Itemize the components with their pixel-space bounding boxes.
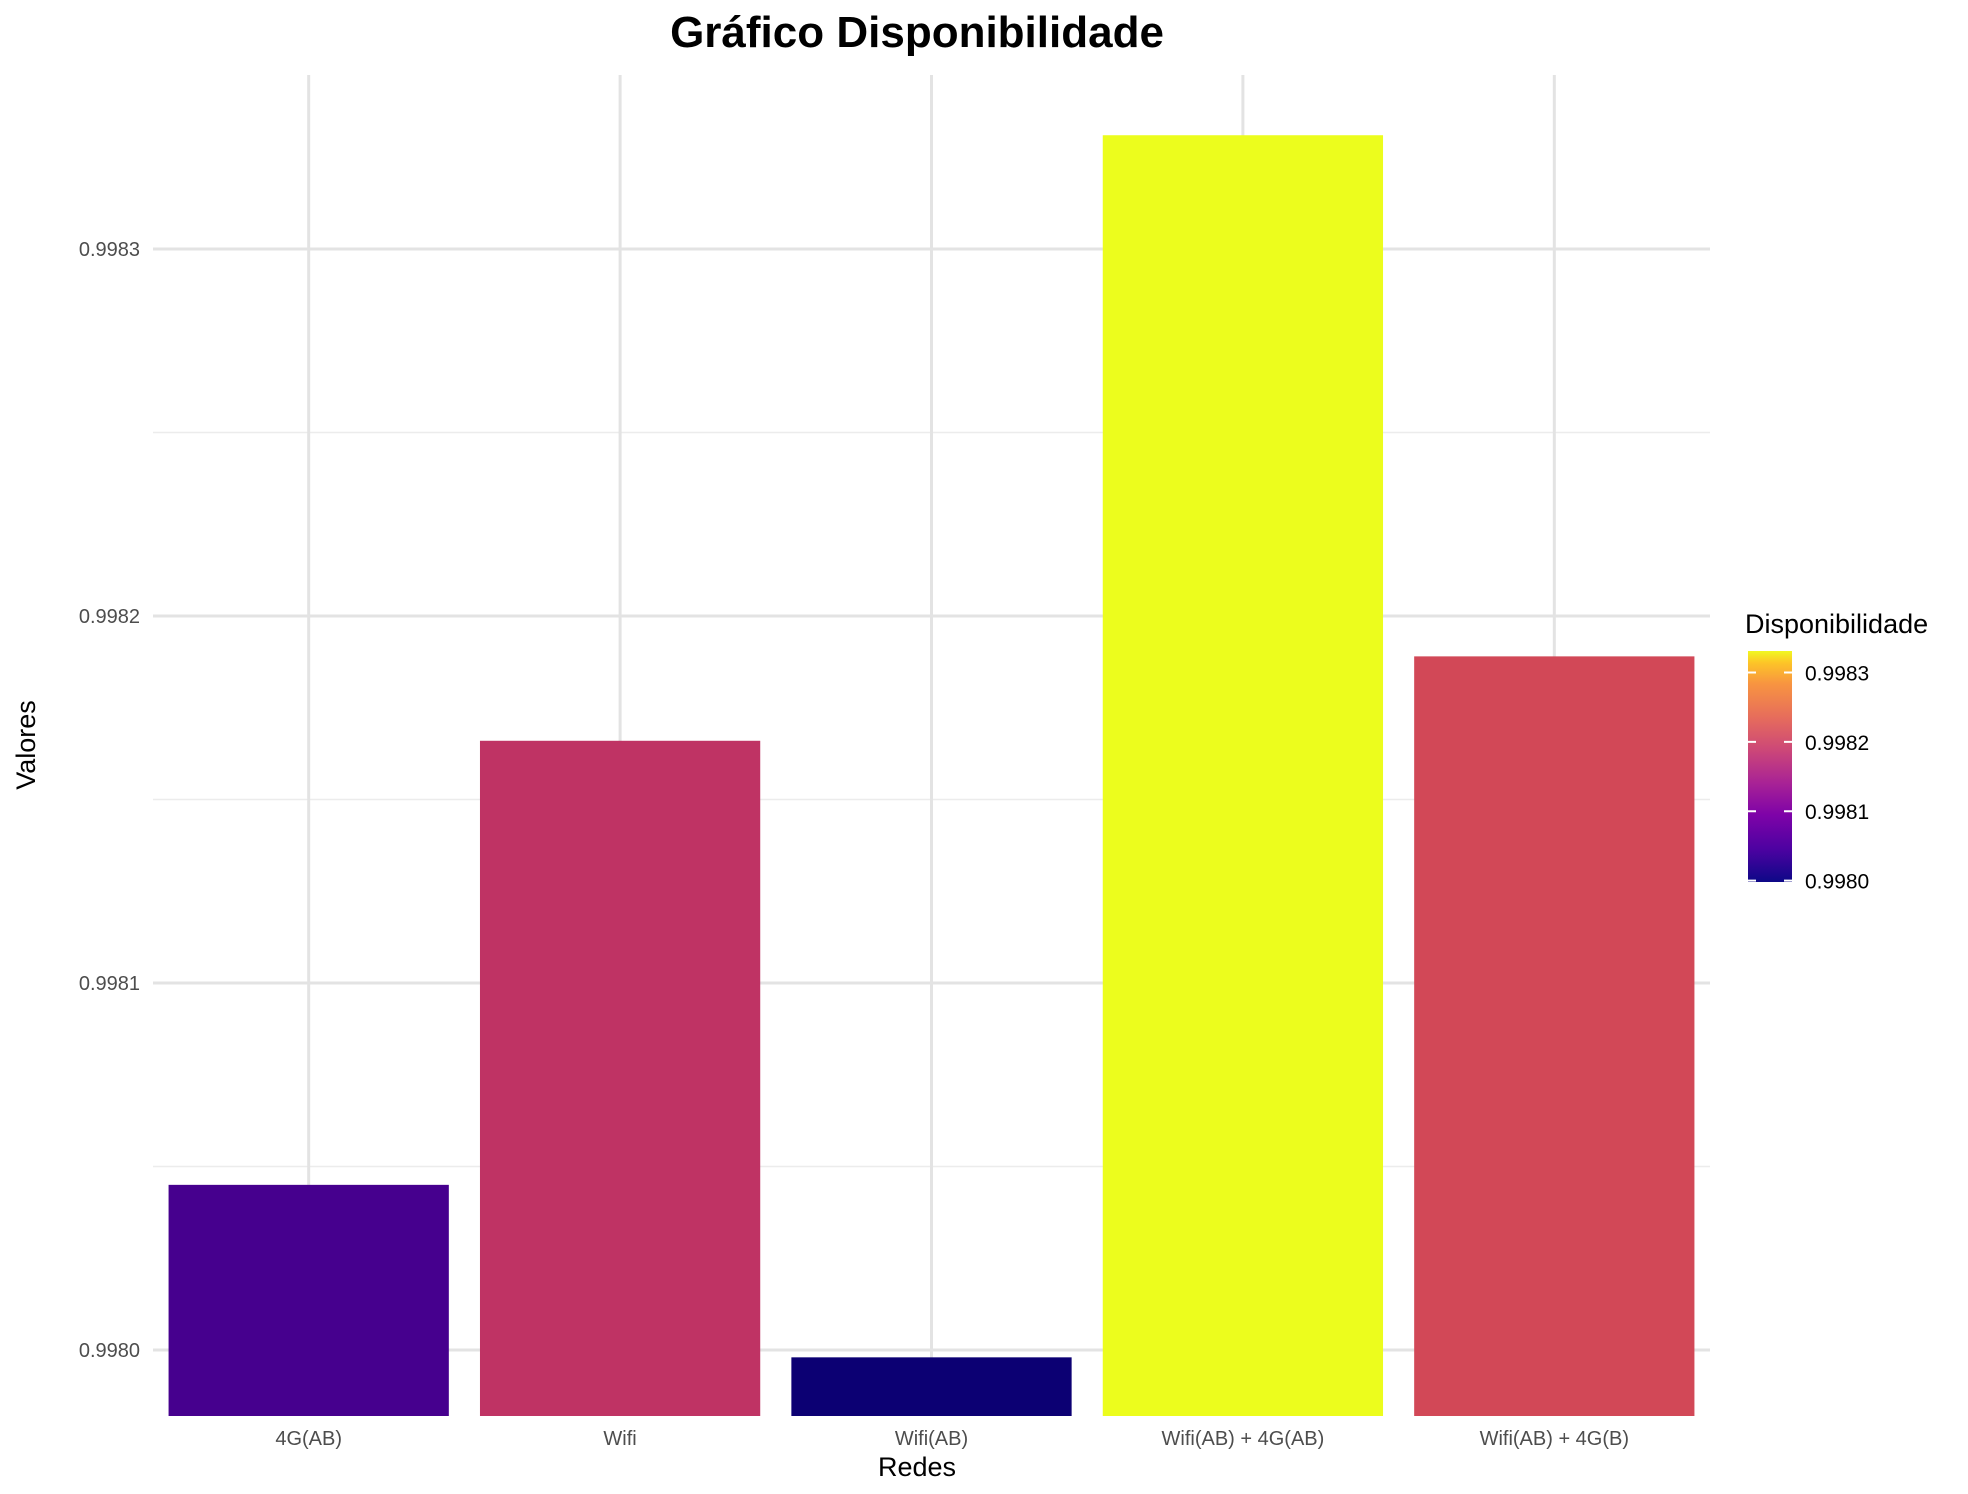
legend-tick-label: 0.9983 [1805, 663, 1869, 686]
y-tick-label: 0.9981 [79, 973, 140, 995]
legend: Disponibilidade 0.9980 0.9981 0.9982 0.9983 [1745, 609, 1928, 894]
x-tick-label: Wifi(AB) + 4G(B) [1480, 1428, 1629, 1450]
x-tick-label: Wifi(AB) [895, 1428, 968, 1450]
bar-wifi-ab-4g-ab [1102, 135, 1384, 1417]
y-tick-label: 0.9982 [79, 606, 140, 628]
y-axis-label: Valores [11, 700, 41, 790]
legend-ticks: 0.9980 0.9981 0.9982 0.9983 [1748, 663, 1869, 894]
legend-title: Disponibilidade [1745, 609, 1928, 639]
legend-tick-label: 0.9980 [1805, 871, 1869, 894]
x-tick-label: Wifi [603, 1428, 636, 1450]
x-axis-label: Redes [878, 1452, 956, 1482]
x-tick-label: Wifi(AB) + 4G(AB) [1162, 1428, 1325, 1450]
bar-wifi-ab-4g-b [1414, 656, 1695, 1416]
legend-tick-label: 0.9982 [1805, 732, 1869, 755]
bars-group [168, 135, 1695, 1417]
chart-title: Gráfico Disponibilidade [670, 8, 1164, 57]
legend-colorbar [1748, 651, 1792, 882]
y-tick-label: 0.9983 [79, 239, 140, 261]
y-tick-label: 0.9980 [79, 1340, 140, 1362]
legend-tick-label: 0.9981 [1805, 801, 1869, 824]
x-axis-ticks: 4G(AB) Wifi Wifi(AB) Wifi(AB) + 4G(AB) Wifi(… [275, 1428, 1629, 1450]
y-axis-ticks: 0.9980 0.9981 0.9982 0.9983 [79, 239, 140, 1362]
bar-wifi [479, 740, 761, 1416]
x-tick-label: 4G(AB) [275, 1428, 342, 1450]
bar-4g-ab [168, 1184, 449, 1416]
bar-wifi-ab [791, 1357, 1072, 1416]
